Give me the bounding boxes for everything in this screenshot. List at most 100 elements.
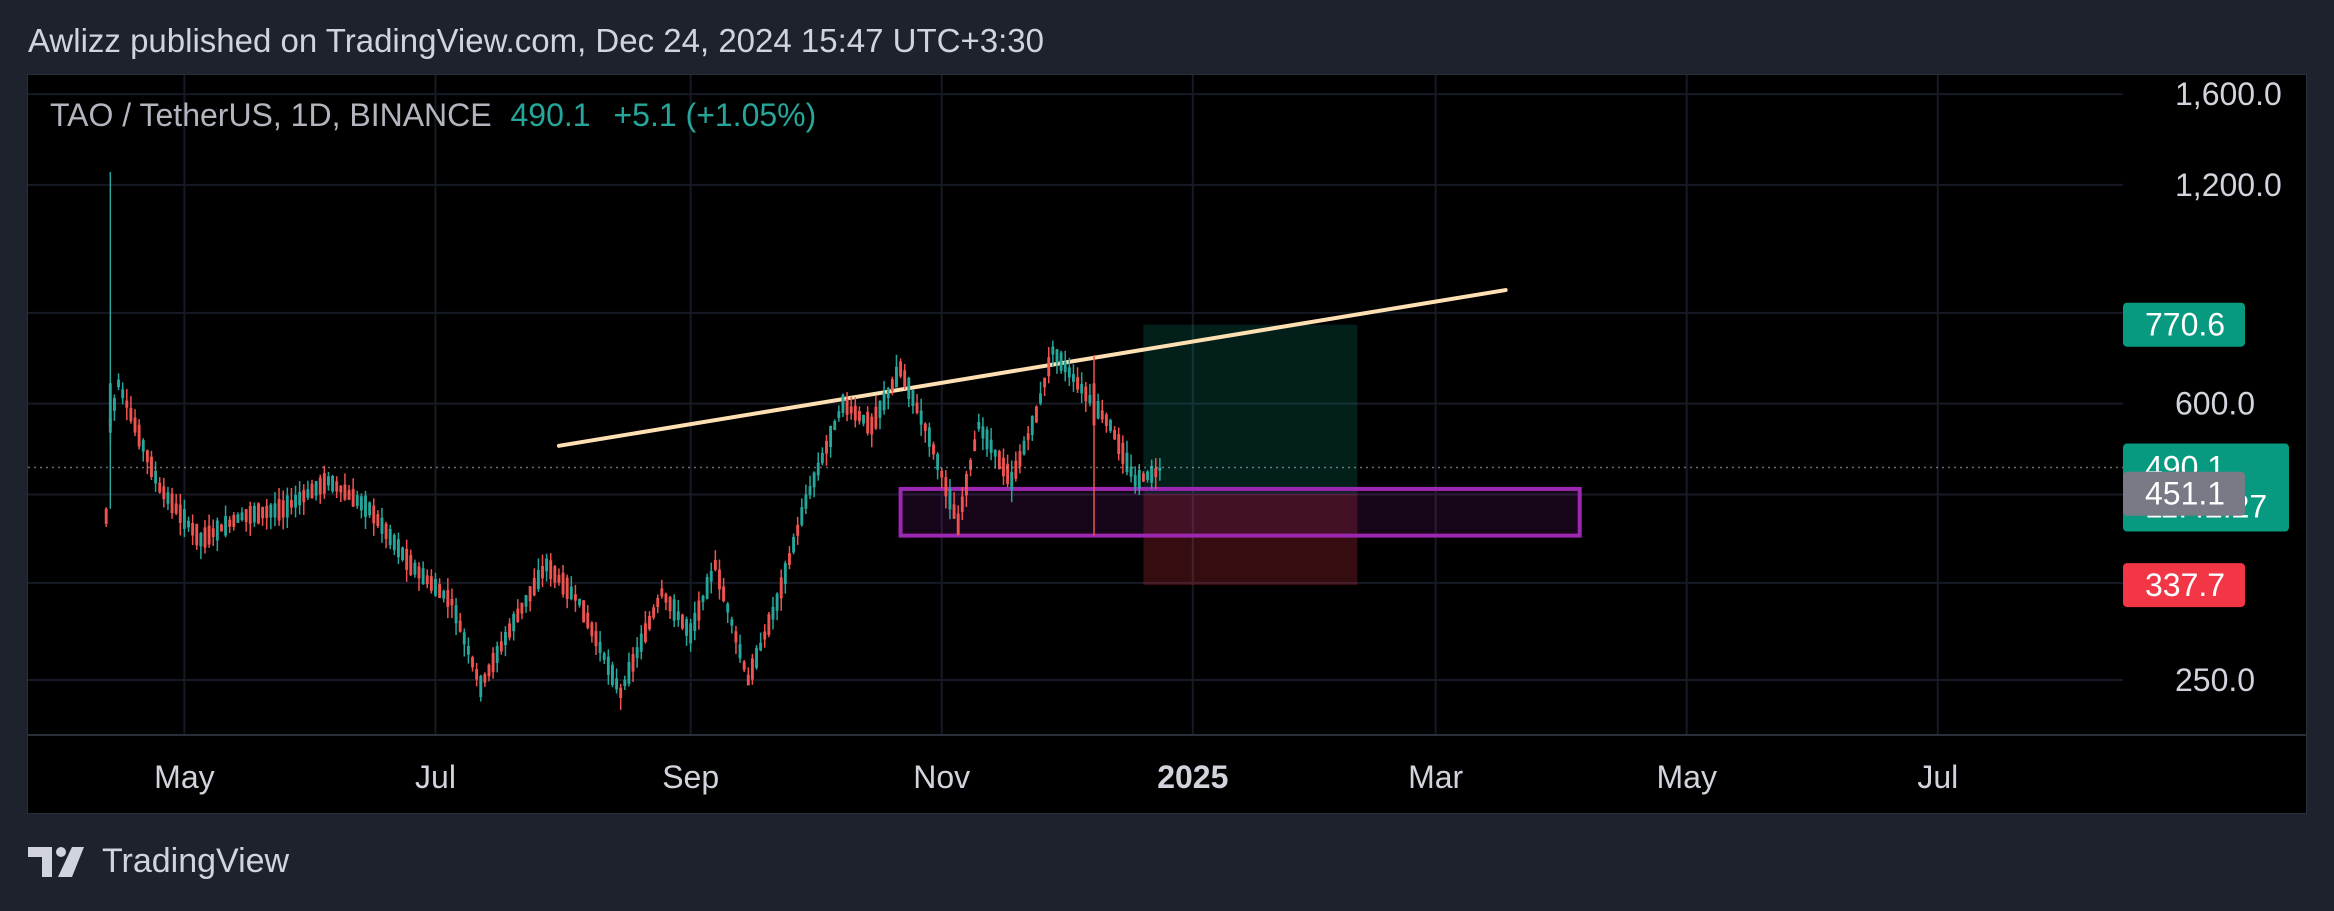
candle [339, 485, 343, 503]
candle [573, 584, 577, 612]
candle-body [948, 489, 952, 510]
candle [627, 652, 631, 687]
candle-body [1006, 463, 1010, 485]
candle-body [1076, 377, 1079, 390]
price-label-text: 451.1 [2145, 476, 2225, 512]
candle-body [277, 498, 281, 521]
candle [993, 449, 997, 469]
candle-body [265, 505, 269, 518]
candle-body [565, 577, 569, 599]
candle-body [792, 537, 796, 553]
candle [767, 611, 771, 638]
candle-body [1051, 346, 1055, 355]
candle-body [1096, 401, 1100, 419]
candle [388, 524, 392, 550]
footer: TradingView [28, 842, 289, 881]
candle-body [298, 492, 302, 506]
candle-body [882, 392, 886, 411]
candle-body [1088, 394, 1092, 404]
candle-body [145, 450, 149, 463]
candle-body [244, 509, 248, 522]
candle [425, 569, 429, 589]
last-price: 490.1 [510, 97, 591, 133]
demand-zone-rect[interactable] [898, 486, 1582, 538]
candle [923, 422, 927, 443]
candle-body [606, 656, 610, 675]
candle [907, 376, 911, 408]
candle [779, 569, 783, 611]
candle-body [627, 662, 631, 684]
candle-body [520, 602, 524, 614]
candle [121, 382, 125, 405]
candle [277, 487, 281, 526]
candle-body [273, 503, 277, 518]
x-tick-label: Jul [1917, 759, 1958, 795]
candle-body [755, 647, 758, 668]
candle-body [973, 439, 977, 452]
candle [643, 611, 647, 644]
candle-body [331, 476, 335, 492]
candle-body [429, 576, 433, 591]
candle-body [689, 623, 693, 644]
candle-body [1026, 433, 1030, 440]
candle-body [495, 646, 499, 663]
candle-body [940, 470, 944, 478]
candle-body [191, 523, 195, 536]
candle [294, 485, 297, 518]
candle-body [499, 641, 503, 652]
candle-body [960, 496, 964, 512]
candle [228, 516, 232, 534]
trendline[interactable] [556, 288, 1508, 448]
candle-body [788, 553, 791, 565]
candle-body [648, 615, 651, 630]
candle-body [343, 484, 347, 500]
candle-body [907, 377, 911, 400]
candle [187, 516, 190, 532]
candle [335, 476, 339, 499]
candle [1002, 448, 1005, 486]
candle-body [199, 533, 203, 547]
candle [112, 394, 116, 421]
stop-zone[interactable] [1143, 493, 1358, 586]
candle-body [504, 631, 507, 646]
candle-body [1034, 406, 1038, 423]
candle-body [775, 593, 779, 611]
candle [327, 471, 330, 491]
candle-body [895, 366, 898, 388]
candle [857, 406, 861, 425]
price-label-box [2123, 302, 2245, 347]
candle-body [886, 388, 890, 399]
candle [508, 618, 512, 641]
candle [421, 561, 425, 585]
candle [137, 419, 141, 450]
candle-body [1125, 452, 1129, 473]
candle [586, 605, 590, 630]
candle [1092, 355, 1096, 536]
candle-body [450, 598, 454, 606]
candle-body [1141, 473, 1145, 482]
candle [940, 467, 944, 489]
price-chart[interactable]: May Jul Sep Nov 2025 Mar May Jul 1,600.0 1,200.0 6… [28, 75, 2306, 813]
drawings[interactable] [556, 288, 1582, 586]
candle-body [899, 361, 903, 377]
candle [203, 520, 207, 554]
chart-frame[interactable]: May Jul Sep Nov 2025 Mar May Jul 1,600.0 1,200.0 6… [27, 74, 2307, 814]
candle-body [516, 608, 520, 623]
candle [512, 611, 516, 641]
candle [1034, 405, 1038, 424]
candle-body [112, 398, 116, 411]
candle-body [285, 495, 289, 518]
candle-body [816, 462, 820, 476]
candle [199, 531, 203, 560]
candle [434, 572, 437, 597]
candle-body [919, 410, 923, 425]
candle-body [232, 515, 236, 527]
target-zone[interactable] [1143, 324, 1358, 494]
candle [351, 478, 355, 507]
candle [755, 645, 758, 670]
candle-body [672, 599, 676, 621]
candle [1113, 426, 1117, 441]
candle-body [1117, 434, 1121, 454]
candle [960, 486, 964, 521]
candle-body [471, 657, 474, 668]
